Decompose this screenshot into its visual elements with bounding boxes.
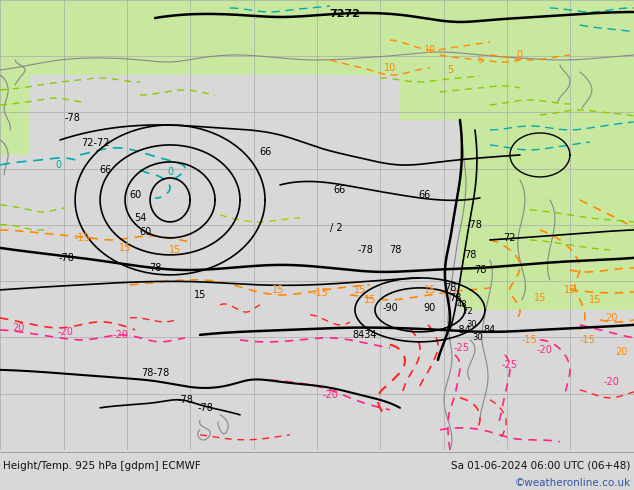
FancyBboxPatch shape bbox=[400, 0, 634, 120]
Text: 0: 0 bbox=[167, 167, 173, 177]
Text: 7272: 7272 bbox=[330, 9, 361, 19]
Text: Sa 01-06-2024 06:00 UTC (06+48): Sa 01-06-2024 06:00 UTC (06+48) bbox=[451, 461, 631, 471]
Text: -15: -15 bbox=[74, 233, 90, 243]
FancyBboxPatch shape bbox=[460, 60, 634, 310]
Text: 60: 60 bbox=[139, 227, 151, 237]
Text: 15: 15 bbox=[364, 295, 376, 305]
Text: 72: 72 bbox=[503, 233, 516, 243]
Text: 20: 20 bbox=[616, 347, 628, 357]
Text: 66: 66 bbox=[334, 185, 346, 195]
Text: 15: 15 bbox=[119, 243, 131, 253]
Text: 66: 66 bbox=[419, 190, 431, 200]
FancyBboxPatch shape bbox=[0, 0, 634, 75]
Text: 78-78: 78-78 bbox=[141, 368, 169, 378]
Text: -78: -78 bbox=[467, 220, 483, 230]
FancyBboxPatch shape bbox=[0, 75, 30, 155]
Text: -78: -78 bbox=[177, 395, 193, 405]
Text: 66: 66 bbox=[259, 147, 271, 157]
Text: 15: 15 bbox=[589, 295, 601, 305]
Text: 15: 15 bbox=[272, 285, 284, 295]
Text: -25: -25 bbox=[454, 343, 470, 353]
Text: 20: 20 bbox=[605, 313, 618, 323]
Text: 72: 72 bbox=[463, 307, 473, 317]
Text: 78: 78 bbox=[474, 265, 486, 275]
Text: -25: -25 bbox=[502, 360, 518, 370]
Text: 48: 48 bbox=[456, 300, 467, 309]
Text: -78: -78 bbox=[58, 253, 74, 263]
Text: -78: -78 bbox=[357, 245, 373, 255]
Text: / 2: / 2 bbox=[330, 223, 342, 233]
Text: 72-72: 72-72 bbox=[81, 138, 109, 148]
Text: 0: 0 bbox=[55, 160, 61, 170]
Text: -78: -78 bbox=[197, 403, 213, 413]
Text: -20: -20 bbox=[112, 330, 128, 340]
Text: 20: 20 bbox=[12, 323, 24, 333]
Text: -90: -90 bbox=[382, 303, 398, 313]
Text: 66: 66 bbox=[99, 165, 111, 175]
Text: 90: 90 bbox=[424, 303, 436, 313]
Text: ©weatheronline.co.uk: ©weatheronline.co.uk bbox=[515, 478, 631, 488]
Text: 30: 30 bbox=[472, 333, 483, 343]
Text: Height/Temp. 925 hPa [gdpm] ECMWF: Height/Temp. 925 hPa [gdpm] ECMWF bbox=[3, 461, 201, 471]
Text: 8434: 8434 bbox=[353, 330, 377, 340]
Text: 78: 78 bbox=[149, 263, 161, 273]
Text: -20: -20 bbox=[604, 377, 620, 387]
Text: -78: -78 bbox=[64, 113, 80, 123]
Text: 30: 30 bbox=[467, 320, 477, 329]
Text: 78: 78 bbox=[444, 283, 456, 293]
Text: -20: -20 bbox=[57, 327, 73, 337]
Text: 15: 15 bbox=[354, 285, 366, 295]
Text: 0: 0 bbox=[517, 50, 523, 60]
Text: 10: 10 bbox=[424, 45, 436, 55]
Text: 15: 15 bbox=[564, 285, 576, 295]
Text: -15: -15 bbox=[312, 288, 328, 298]
Text: 78: 78 bbox=[449, 293, 461, 303]
Text: -15: -15 bbox=[580, 335, 596, 345]
Text: 15: 15 bbox=[424, 285, 436, 295]
Text: 84: 84 bbox=[484, 325, 496, 335]
Text: 5: 5 bbox=[447, 65, 453, 75]
Text: 78: 78 bbox=[389, 245, 401, 255]
Text: 10: 10 bbox=[384, 63, 396, 73]
Text: -15: -15 bbox=[522, 335, 538, 345]
Text: 60: 60 bbox=[129, 190, 141, 200]
Text: 54: 54 bbox=[134, 213, 146, 223]
Text: 15: 15 bbox=[169, 245, 181, 255]
Text: 5: 5 bbox=[477, 55, 483, 65]
Text: 15: 15 bbox=[534, 293, 546, 303]
Text: 78: 78 bbox=[463, 250, 476, 260]
Text: -20: -20 bbox=[322, 390, 338, 400]
Text: -20: -20 bbox=[537, 345, 553, 355]
Text: -84: -84 bbox=[455, 325, 471, 335]
Text: 15: 15 bbox=[194, 290, 206, 300]
